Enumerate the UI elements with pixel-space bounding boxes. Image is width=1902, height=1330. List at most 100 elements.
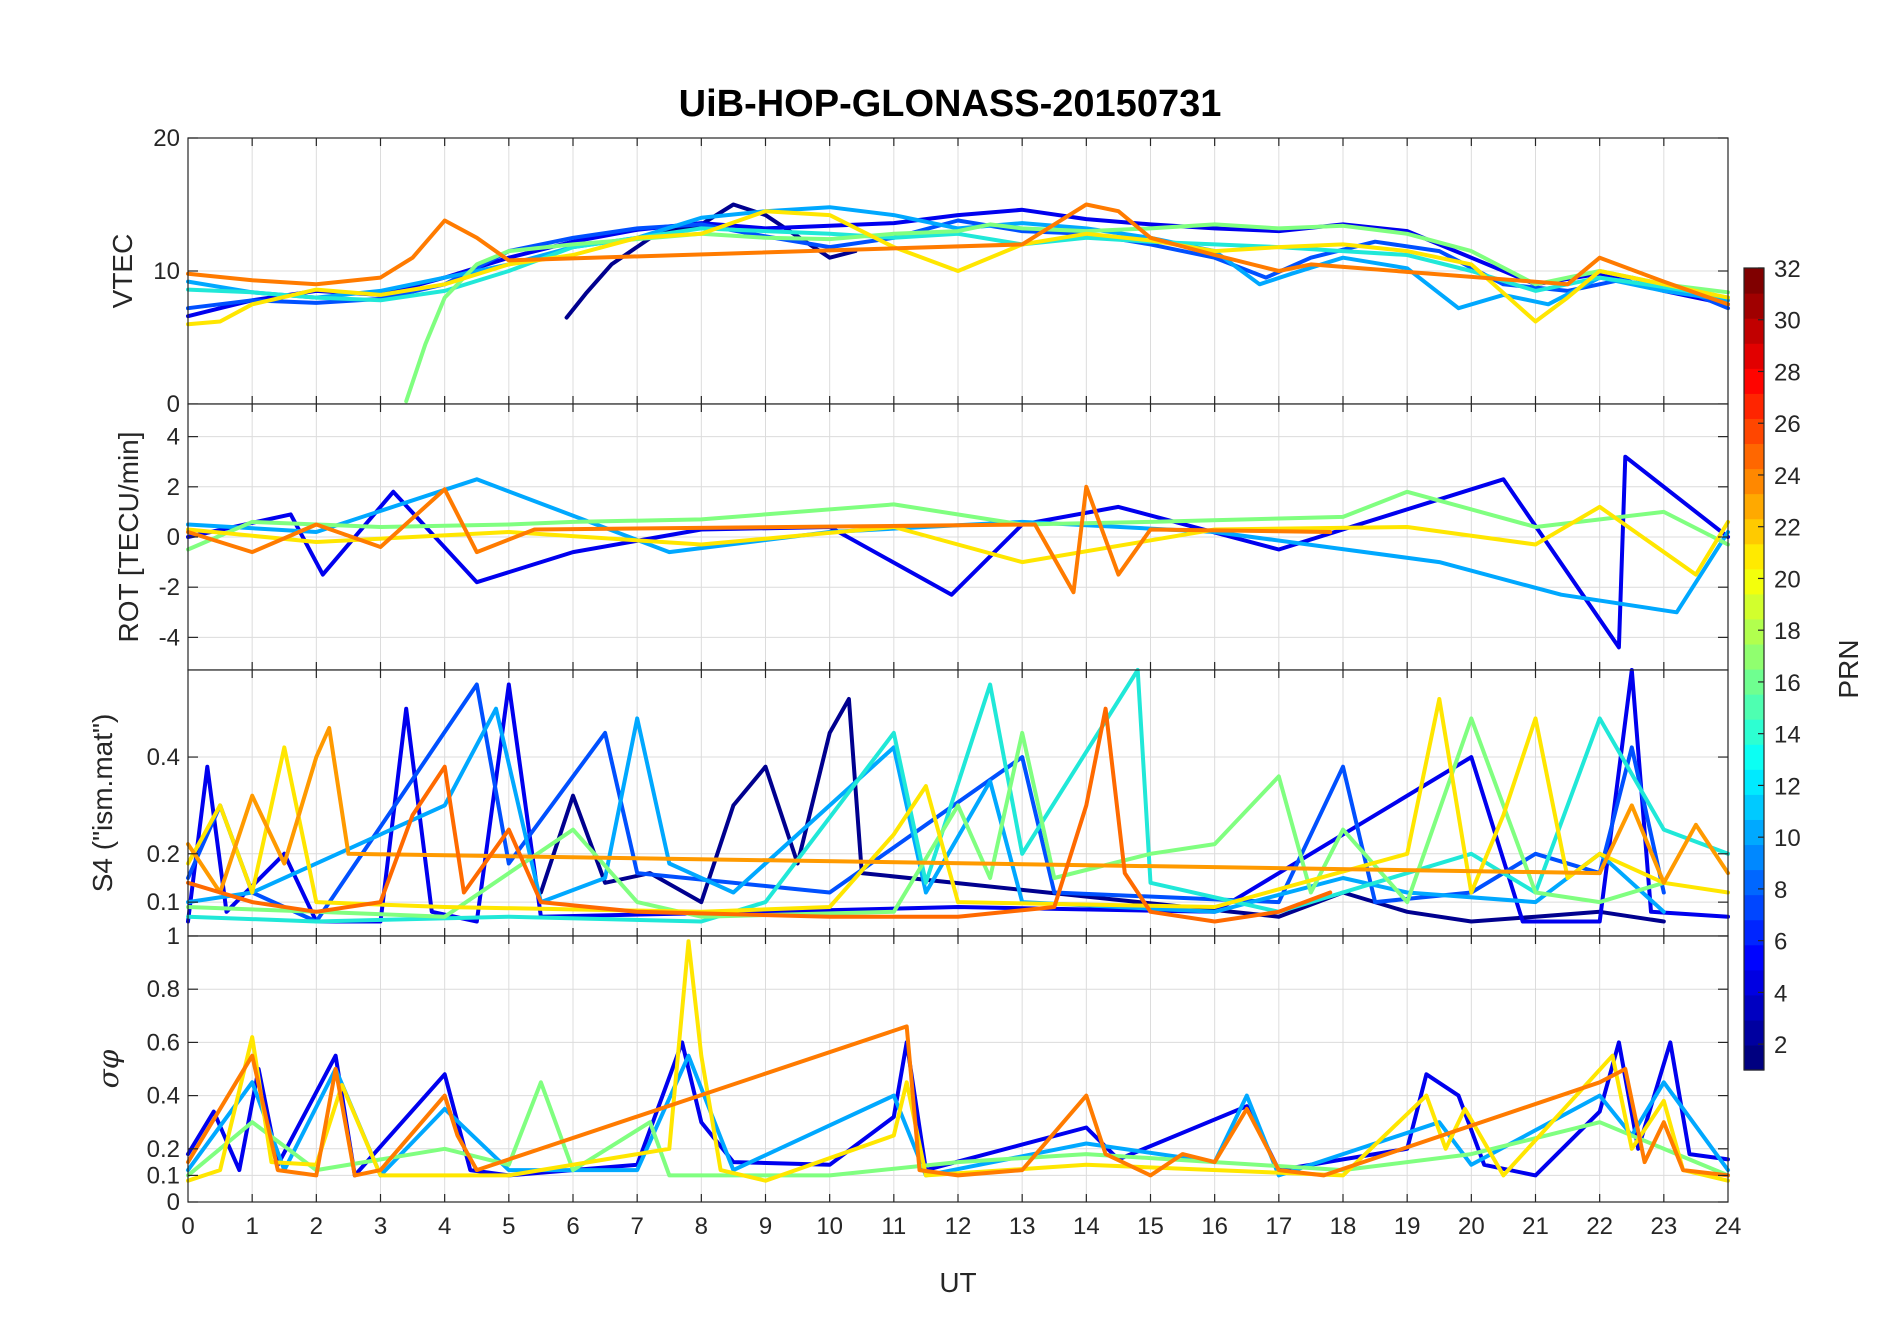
x-tick-label: 19 xyxy=(1394,1213,1421,1240)
y-tick-label: 0.1 xyxy=(147,1162,180,1189)
y-tick-label: 0 xyxy=(167,524,180,551)
y-tick-label: -4 xyxy=(159,624,180,651)
series-line xyxy=(186,716,1666,919)
panel-vtec: 0 10 20 VTEC xyxy=(107,125,1730,418)
panel-sigma-phi-series xyxy=(186,939,1730,1183)
x-tick-label: 24 xyxy=(1715,1213,1742,1240)
y-tick-label: 0.4 xyxy=(147,1083,180,1110)
y-tick-label: 0 xyxy=(167,1189,180,1216)
panel-sigma-phi-grid xyxy=(188,936,1728,1202)
x-tick-label: 17 xyxy=(1265,1213,1292,1240)
x-tick-label: 18 xyxy=(1330,1213,1357,1240)
series-line xyxy=(186,226,1730,303)
x-tick-label: 1 xyxy=(245,1213,258,1240)
x-tick-label: 16 xyxy=(1201,1213,1228,1240)
colorbar-tick-label: 26 xyxy=(1774,411,1801,438)
panel-vtec-ylabel: VTEC xyxy=(107,234,138,309)
panel-rot-series xyxy=(186,454,1730,650)
y-tick-label: 1 xyxy=(167,923,180,950)
colorbar-frame xyxy=(1743,267,1765,1071)
colorbar-swatch xyxy=(1744,443,1764,470)
colorbar-tick-label: 24 xyxy=(1774,463,1801,490)
panel-s4: 0.1 0.2 0.4 S4 ("ism.mat") xyxy=(87,668,1730,937)
x-tick-label: 8 xyxy=(695,1213,708,1240)
y-tick-label: 0.2 xyxy=(147,1136,180,1163)
y-tick-label: -2 xyxy=(159,574,180,601)
series-line xyxy=(186,706,1666,914)
colorbar-tick-label: 14 xyxy=(1774,722,1801,749)
colorbar-swatch xyxy=(1744,343,1764,369)
x-tick-label: 7 xyxy=(630,1213,643,1240)
x-tick-label: 12 xyxy=(945,1213,972,1240)
colorbar-swatch xyxy=(1744,844,1764,871)
x-tick-label: 9 xyxy=(759,1213,772,1240)
colorbar-swatch xyxy=(1744,969,1764,996)
series-line xyxy=(186,202,1730,307)
x-tick-label: 3 xyxy=(374,1213,387,1240)
colorbar-swatch xyxy=(1744,418,1764,445)
series-line xyxy=(186,706,1333,924)
colorbar-swatch xyxy=(1744,543,1764,570)
colorbar-tick-label: 30 xyxy=(1774,308,1801,335)
y-tick-label: 0.8 xyxy=(147,976,180,1003)
series-line xyxy=(186,726,1730,895)
y-tick-label: 0.6 xyxy=(147,1029,180,1056)
panel-s4-ticks: 0.1 0.2 0.4 xyxy=(147,670,1728,936)
x-tick-label: 0 xyxy=(181,1213,194,1240)
panel-vtec-series xyxy=(186,202,1730,404)
colorbar-tick-label: 6 xyxy=(1774,929,1787,956)
y-tick-label: 0.1 xyxy=(147,889,180,916)
colorbar-swatch xyxy=(1744,744,1764,770)
colorbar-swatch xyxy=(1744,593,1764,620)
colorbar-swatch xyxy=(1744,518,1764,545)
colorbar-swatch xyxy=(1744,669,1764,695)
series-line xyxy=(186,1080,1730,1178)
colorbar-swatch xyxy=(1744,468,1764,495)
x-tick-label: 10 xyxy=(816,1213,843,1240)
colorbar-tick-label: 8 xyxy=(1774,877,1787,904)
colorbar-swatch xyxy=(1744,643,1764,670)
colorbar-swatch xyxy=(1744,919,1764,946)
series-line xyxy=(186,477,1730,615)
x-tick-label: 22 xyxy=(1586,1213,1613,1240)
colorbar-swatch xyxy=(1744,769,1764,795)
x-tick-label: 2 xyxy=(310,1213,323,1240)
x-tick-label: 20 xyxy=(1458,1213,1485,1240)
panel-rot: -4 -2 0 2 4 ROT [TECU/min] xyxy=(113,403,1730,671)
colorbar-tick-label: 16 xyxy=(1774,670,1801,697)
colorbar-swatch xyxy=(1744,568,1764,595)
colorbar-tick-label: 22 xyxy=(1774,515,1801,542)
colorbar-swatch xyxy=(1744,794,1764,820)
y-tick-label: 4 xyxy=(167,424,180,451)
x-tick-label: 14 xyxy=(1073,1213,1100,1240)
colorbar-swatch xyxy=(1744,694,1764,720)
colorbar-swatch xyxy=(1744,293,1764,319)
y-tick-label: 0 xyxy=(167,391,180,418)
colorbar-swatch xyxy=(1744,368,1764,394)
x-tick-label: 11 xyxy=(881,1213,906,1240)
colorbar-swatch xyxy=(1744,819,1764,846)
panel-s4-ylabel: S4 ("ism.mat") xyxy=(87,714,118,893)
colorbar-tick-label: 4 xyxy=(1774,980,1787,1007)
colorbar-swatch xyxy=(1744,318,1764,344)
panel-s4-series xyxy=(186,668,1730,924)
y-tick-label: 10 xyxy=(153,258,180,285)
colorbar-swatch xyxy=(1744,869,1764,896)
colorbar-gradient xyxy=(1744,268,1764,1071)
series-line xyxy=(186,504,1730,577)
colorbar-tick-label: 28 xyxy=(1774,359,1801,386)
series-line xyxy=(186,668,1730,924)
colorbar-swatch xyxy=(1744,994,1764,1021)
y-tick-label: 2 xyxy=(167,474,180,501)
colorbar-tick-label: 10 xyxy=(1774,825,1801,852)
series-line xyxy=(186,484,1333,595)
colorbar-swatch xyxy=(1744,944,1764,971)
colorbar-swatch xyxy=(1744,1044,1764,1071)
panel-rot-ticks: -4 -2 0 2 4 xyxy=(159,404,1728,670)
colorbar-swatch xyxy=(1744,894,1764,921)
y-tick-label: 20 xyxy=(153,125,180,152)
x-axis-label: UT xyxy=(939,1267,976,1298)
x-tick-label: 6 xyxy=(566,1213,579,1240)
colorbar-tick-label: 12 xyxy=(1774,773,1801,800)
